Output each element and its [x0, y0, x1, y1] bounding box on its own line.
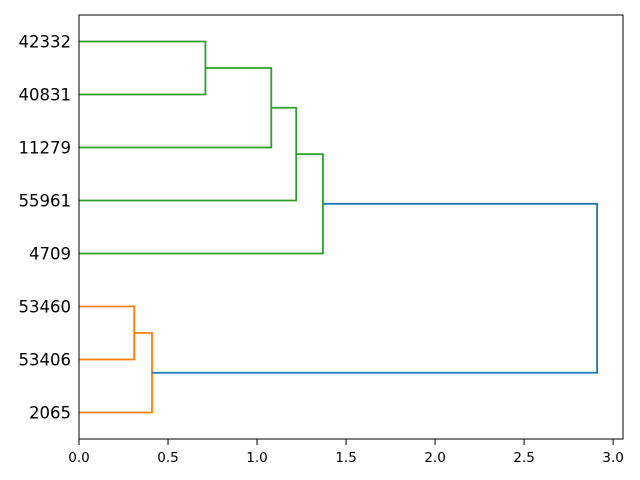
dendrogram-link-5	[79, 332, 153, 414]
leaf-label-2065: 2065	[29, 404, 71, 423]
dendrogram-link-4	[79, 305, 136, 361]
dendrogram-link-0	[79, 40, 207, 96]
leaf-label-11279: 11279	[19, 139, 72, 158]
x-tick-label: 3.0	[602, 450, 623, 466]
dendrogram-link-2	[79, 106, 298, 202]
leaf-label-53460: 53460	[19, 298, 72, 317]
dendrogram-link-3	[79, 153, 324, 255]
leaf-label-40831: 40831	[19, 86, 72, 105]
axes-frame	[78, 14, 624, 440]
x-tick-label: 2.5	[513, 450, 534, 466]
x-tick-label: 0.0	[68, 450, 89, 466]
leaf-label-42332: 42332	[19, 33, 72, 52]
leaf-label-4709: 4709	[29, 245, 71, 264]
leaf-label-55961: 55961	[19, 192, 72, 211]
dendrogram-link-6	[151, 202, 598, 374]
x-tick-label: 1.0	[246, 450, 267, 466]
x-tick-label: 0.5	[157, 450, 178, 466]
leaf-label-53406: 53406	[19, 351, 72, 370]
x-tick-label: 1.5	[335, 450, 356, 466]
x-tick-label: 2.0	[424, 450, 445, 466]
dendrogram-link-1	[79, 67, 273, 149]
